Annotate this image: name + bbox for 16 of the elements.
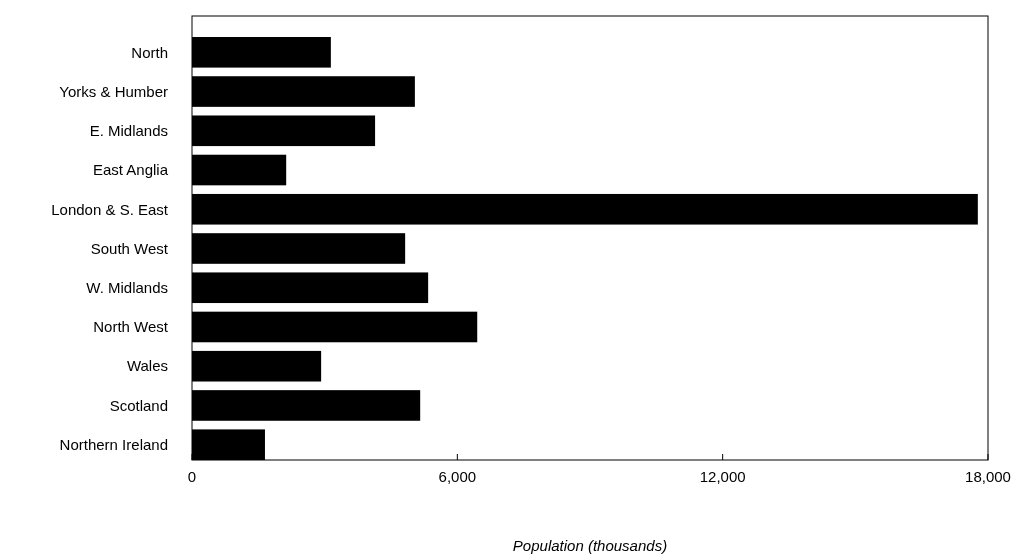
y-tick-label: Wales [126, 357, 168, 375]
y-tick-label: East Anglia [92, 161, 169, 179]
y-tick-label: W. Midlands [86, 278, 168, 296]
y-tick-label: London & S. East [51, 200, 169, 218]
y-tick-label: North West [93, 318, 169, 336]
x-tick-label: 12,000 [699, 468, 746, 485]
y-tick-label: E. Midlands [89, 122, 168, 140]
x-tick-label: 6,000 [438, 468, 477, 485]
y-tick-label: Northern Ireland [59, 435, 168, 453]
x-tick-label: 0 [187, 468, 197, 485]
x-tick-label: 18,000 [965, 468, 1011, 485]
y-tick-label: South West [90, 239, 169, 257]
y-tick-label: Yorks & Humber [59, 82, 168, 100]
x-axis-title: Population (thousands) [512, 537, 668, 554]
y-tick-label: North [131, 43, 168, 61]
y-tick-label: Scotland [109, 396, 168, 414]
